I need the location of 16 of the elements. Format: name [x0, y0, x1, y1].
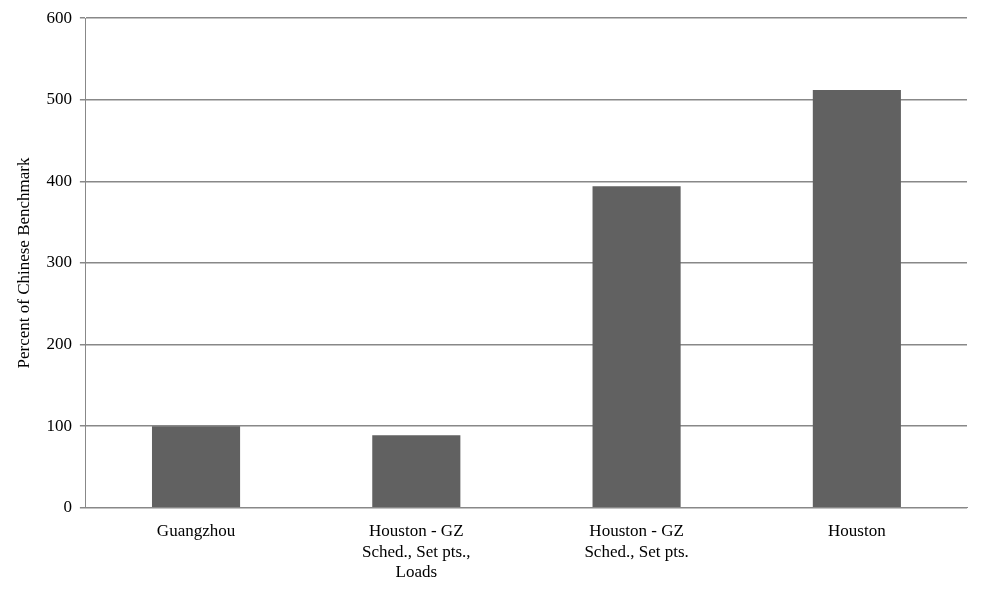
bar [372, 435, 461, 508]
bar [151, 426, 241, 508]
y-tick-label: 0 [63, 497, 72, 517]
y-tick-label: 500 [46, 89, 72, 109]
y-tick-label: 300 [46, 252, 72, 272]
bar [812, 90, 901, 508]
y-tick-label: 600 [46, 7, 72, 27]
y-tick-label: 400 [46, 170, 72, 190]
x-tick-label: Guangzhou [156, 521, 236, 541]
y-tick-label: 100 [46, 415, 72, 435]
y-tick-label: 200 [46, 334, 72, 354]
x-tick-label: Houston - GZ Sched., Set pts. [584, 521, 689, 561]
y-axis-title: Percent of Chinese Benchmark [13, 156, 33, 369]
bar [592, 186, 681, 508]
x-tick-label: Houston [828, 521, 887, 541]
x-tick-label: Houston - GZ Sched., Set pts., Loads [362, 521, 471, 582]
